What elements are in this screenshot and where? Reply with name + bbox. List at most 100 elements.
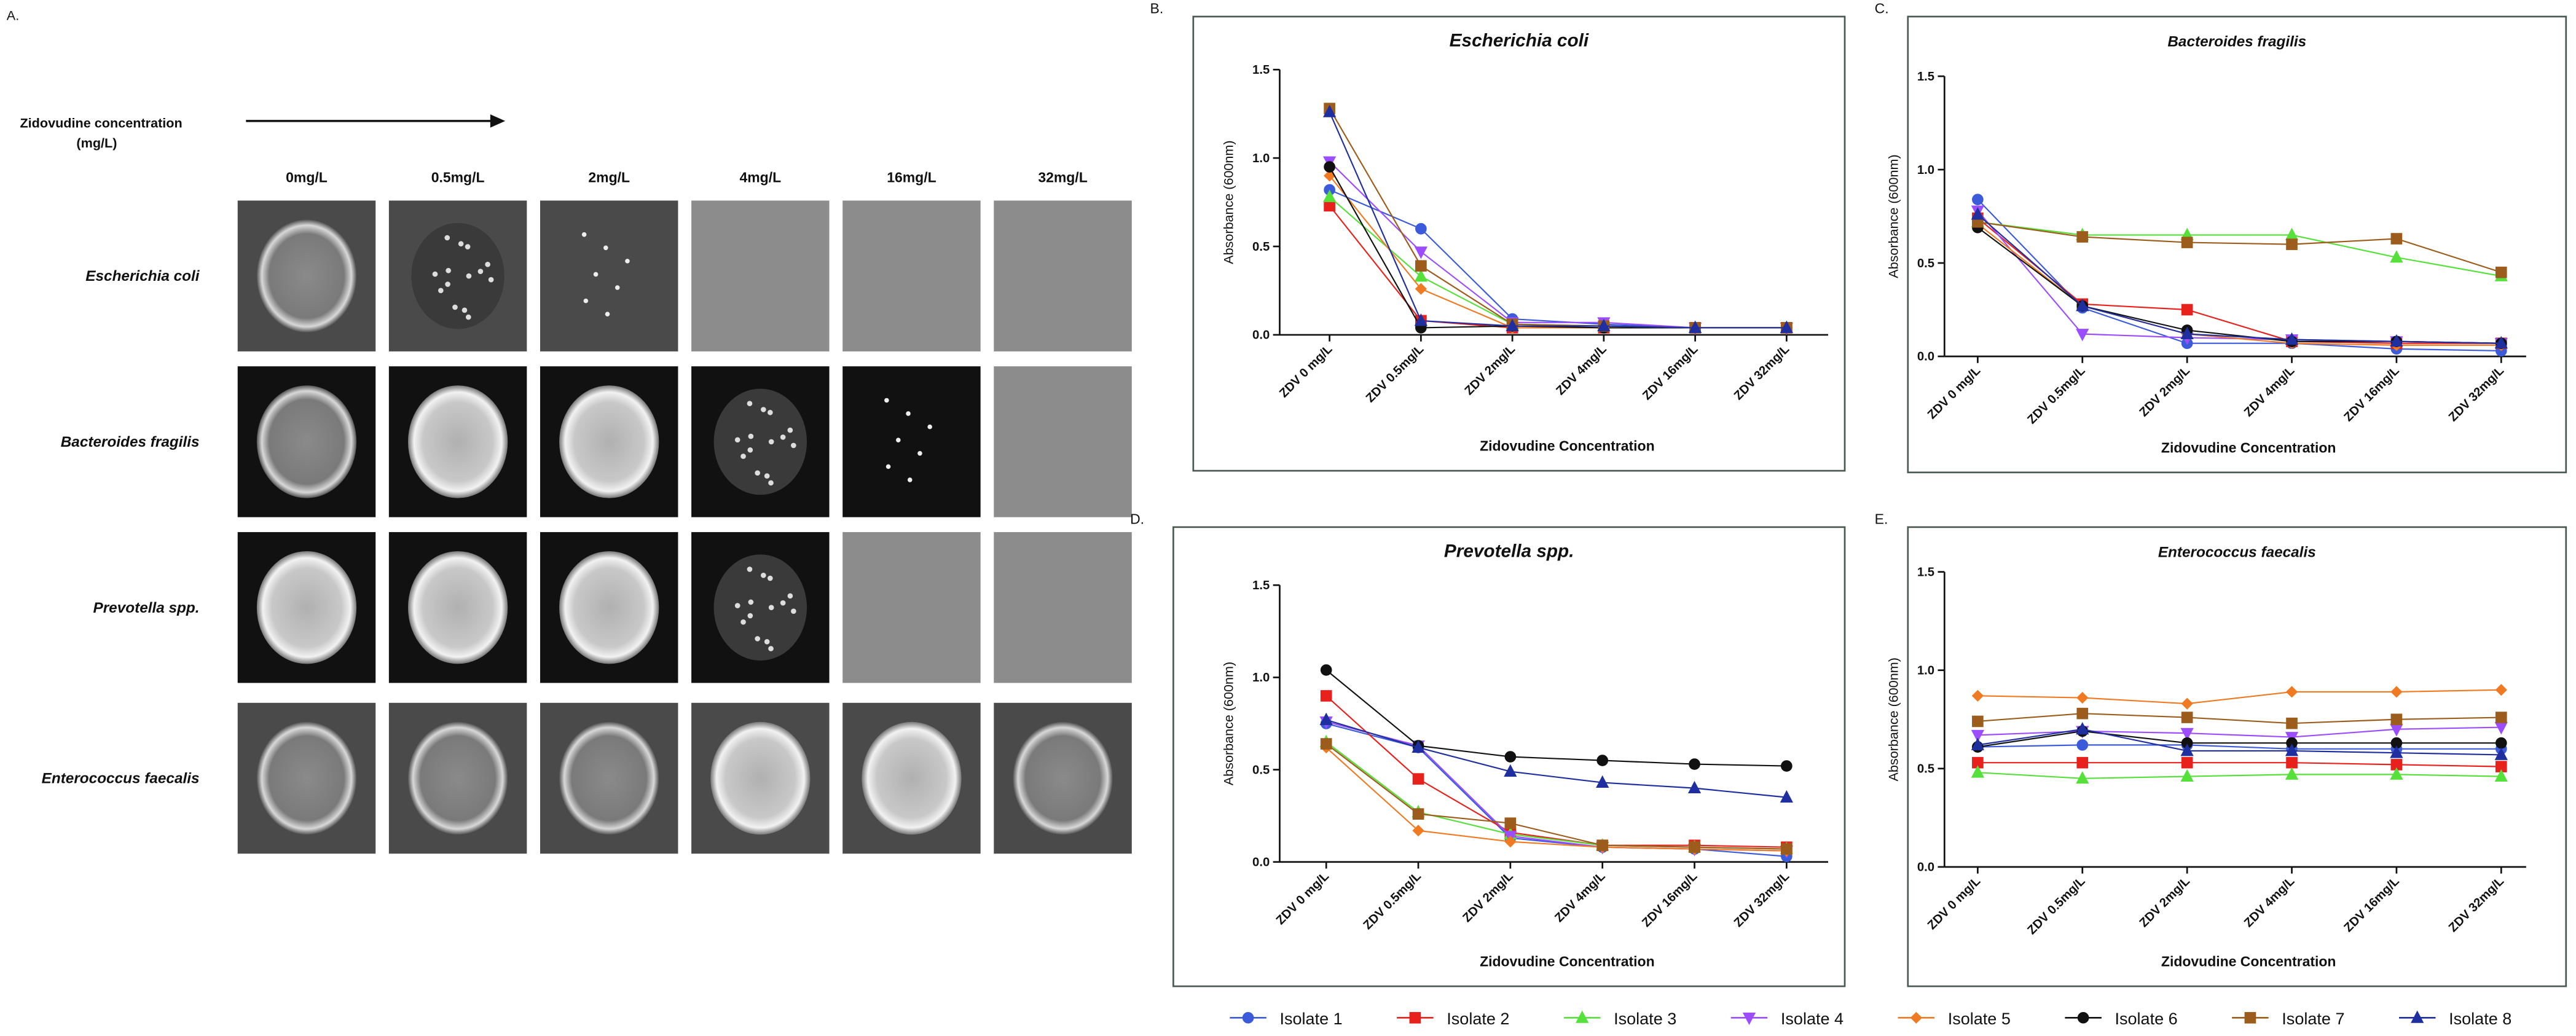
y-axis-label: Absorbance (600nm) bbox=[1886, 154, 1901, 278]
data-point bbox=[1504, 751, 1517, 763]
y-tick-label: 1.0 bbox=[1252, 671, 1270, 685]
x-tick-label: ZDV 4mg/L bbox=[1553, 342, 1609, 398]
data-point bbox=[2180, 744, 2194, 756]
colony bbox=[755, 470, 761, 476]
data-point bbox=[1688, 320, 1702, 333]
data-point bbox=[2390, 745, 2403, 758]
legend-label: Isolate 1 bbox=[1279, 1010, 1342, 1028]
colony bbox=[458, 241, 464, 247]
chart-title: Escherichia coli bbox=[1450, 31, 1589, 51]
x-tick-label: ZDV 32mg/L bbox=[2446, 874, 2507, 935]
data-point bbox=[2494, 722, 2508, 735]
colony bbox=[747, 613, 753, 619]
data-point bbox=[2076, 771, 2089, 784]
row-label: Escherichia coli bbox=[85, 268, 200, 285]
colony-plate bbox=[407, 721, 508, 835]
chart-title: Prevotella spp. bbox=[1444, 541, 1574, 561]
colony bbox=[445, 281, 450, 287]
x-tick-label: ZDV 0.5mg/L bbox=[2025, 364, 2087, 426]
arrow-head bbox=[490, 114, 506, 128]
data-point bbox=[2181, 712, 2193, 723]
y-tick-label: 1.0 bbox=[1917, 664, 1934, 677]
series-line bbox=[1329, 175, 1787, 329]
colony-plate bbox=[1013, 721, 1113, 835]
data-point bbox=[2285, 744, 2299, 756]
series-line bbox=[1329, 196, 1787, 329]
data-point bbox=[2181, 304, 2193, 316]
colony bbox=[465, 314, 471, 320]
colony bbox=[768, 439, 774, 445]
data-point bbox=[1971, 689, 1984, 702]
x-tick-label: ZDV 32mg/L bbox=[1732, 342, 1792, 402]
data-point bbox=[1324, 161, 1335, 173]
data-point bbox=[2076, 299, 2089, 312]
series-line bbox=[1977, 210, 2502, 344]
colony bbox=[768, 605, 774, 610]
data-point bbox=[2181, 697, 2193, 710]
data-point bbox=[2180, 728, 2194, 740]
data-point bbox=[1971, 207, 1985, 220]
series-line bbox=[1977, 198, 2502, 351]
colony bbox=[906, 411, 911, 416]
y-axis-label: Absorbance (600nm) bbox=[1886, 657, 1901, 781]
chart-frame bbox=[1907, 15, 2567, 474]
colony-plate bbox=[256, 219, 357, 332]
series-line bbox=[1325, 669, 1787, 767]
x-tick-label: ZDV 0 mg/L bbox=[1274, 869, 1332, 927]
data-point bbox=[1504, 836, 1517, 848]
y-tick-label: 0.5 bbox=[1917, 763, 1934, 776]
data-point bbox=[1689, 758, 1700, 770]
data-point bbox=[2285, 332, 2299, 345]
chart-frame bbox=[1172, 526, 1846, 987]
colony bbox=[593, 272, 599, 277]
plate-photo bbox=[842, 532, 981, 683]
colony bbox=[747, 401, 753, 406]
data-point bbox=[2286, 238, 2298, 250]
data-point bbox=[2180, 769, 2194, 782]
colony bbox=[884, 398, 889, 403]
colony bbox=[755, 636, 761, 642]
colony-plate bbox=[256, 551, 357, 664]
series-line bbox=[1977, 728, 2502, 756]
data-point bbox=[2076, 721, 2089, 735]
data-point bbox=[1412, 740, 1425, 753]
data-point bbox=[2181, 756, 2193, 769]
plate-photo bbox=[994, 200, 1132, 351]
colony-plate bbox=[411, 222, 505, 329]
panel-label: C. bbox=[1875, 1, 1889, 17]
x-tick-label: ZDV 2mg/L bbox=[2137, 364, 2193, 419]
x-tick-label: ZDV 4mg/L bbox=[2242, 364, 2297, 419]
data-point bbox=[2076, 329, 2089, 342]
panel-label: A. bbox=[7, 7, 19, 23]
data-point bbox=[1320, 690, 1332, 702]
series-line bbox=[1325, 695, 1787, 848]
series-line bbox=[1329, 205, 1787, 329]
data-point bbox=[1506, 318, 1519, 331]
colony bbox=[438, 288, 444, 294]
y-tick-label: 0.5 bbox=[1917, 257, 1934, 270]
y-tick-label: 0.0 bbox=[1252, 329, 1270, 342]
y-tick-label: 1.5 bbox=[1252, 63, 1270, 77]
data-point bbox=[2285, 227, 2299, 240]
colony-plate bbox=[407, 551, 508, 664]
x-tick-label: ZDV 16mg/L bbox=[1640, 342, 1700, 402]
plate-photo bbox=[691, 200, 830, 351]
colony bbox=[583, 298, 589, 304]
colony bbox=[615, 285, 620, 290]
colony-plate bbox=[559, 385, 659, 498]
panel-label: B. bbox=[1150, 1, 1164, 17]
legend-marker bbox=[2411, 1010, 2424, 1023]
series-line bbox=[1329, 108, 1787, 329]
colony bbox=[748, 599, 754, 605]
data-point bbox=[1412, 808, 1424, 820]
data-point bbox=[2076, 756, 2089, 769]
series-line bbox=[1977, 221, 2502, 273]
colony-plate bbox=[862, 721, 962, 835]
series-line bbox=[1977, 221, 2502, 277]
concentration-label: Zidovudine concentration bbox=[20, 116, 182, 131]
data-point bbox=[1415, 260, 1427, 272]
data-point bbox=[2181, 237, 2193, 248]
colony bbox=[748, 433, 754, 439]
colony bbox=[761, 572, 766, 578]
chart-title: Bacteroides fragilis bbox=[2167, 34, 2306, 50]
